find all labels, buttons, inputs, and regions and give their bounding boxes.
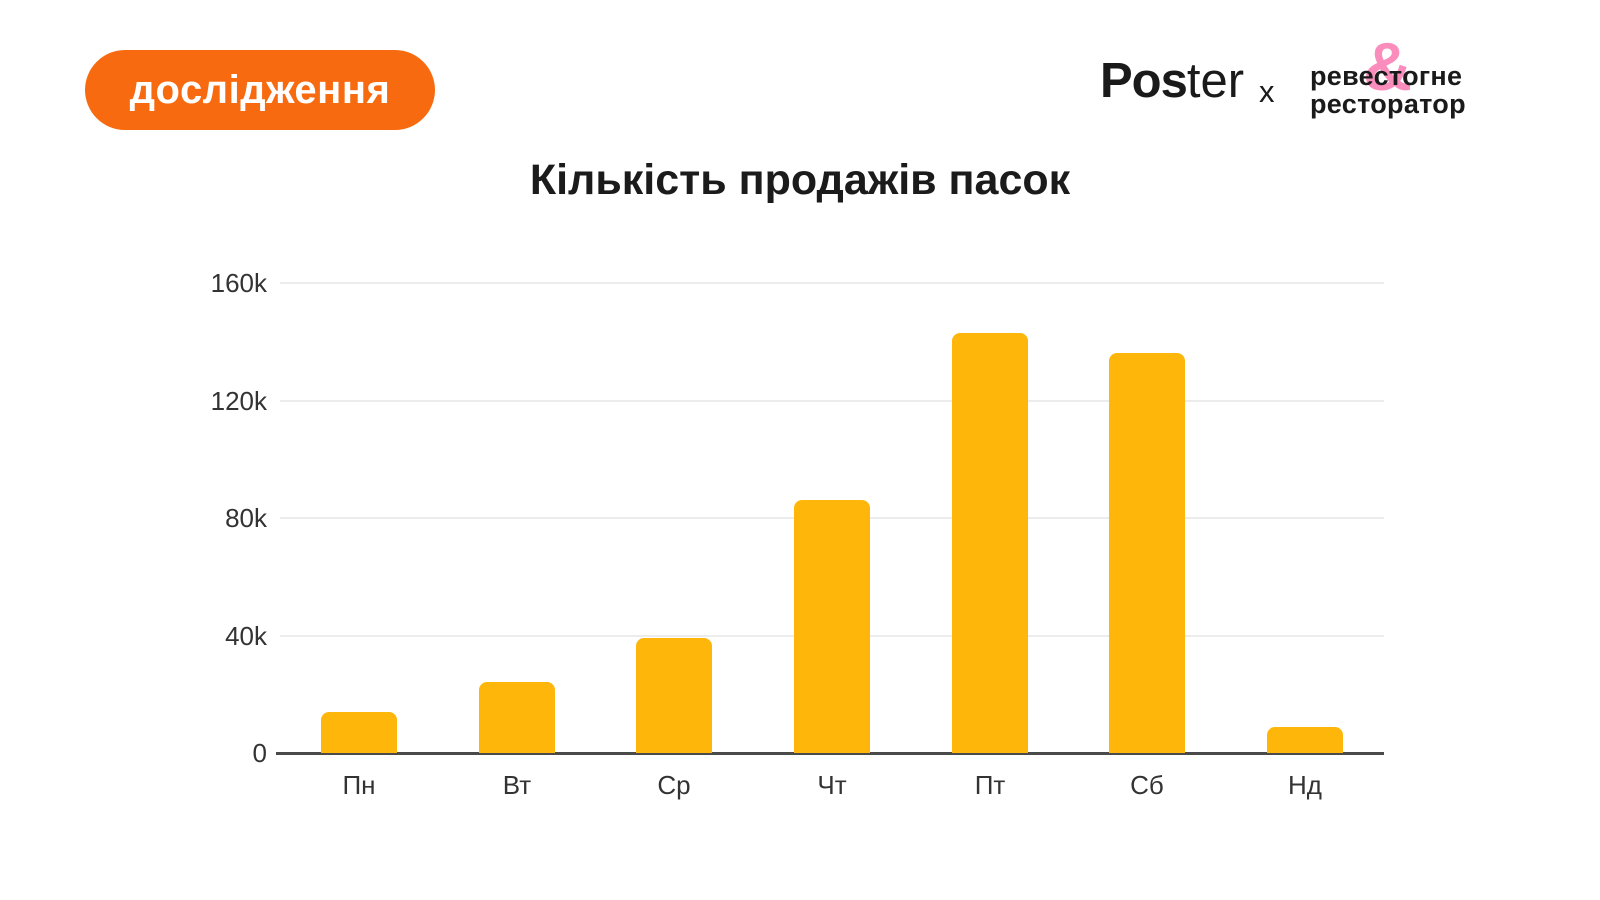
partner-logo: & ревестогне ресторатор (1310, 33, 1466, 118)
partner-name: ревестогне ресторатор (1310, 62, 1466, 118)
partner-name-line1: ревестогне (1310, 61, 1463, 91)
x-axis-label: Нд (1288, 770, 1322, 800)
y-axis-label: 0 (252, 738, 267, 768)
bar (794, 500, 870, 753)
collab-x-separator: x (1259, 74, 1275, 109)
y-axis-label: 40k (225, 620, 267, 651)
bar (1109, 353, 1185, 753)
bar (1267, 727, 1343, 753)
x-axis-label: Сб (1130, 770, 1164, 800)
x-axis-label: Пн (342, 770, 376, 800)
poster-logo: Poster (1100, 56, 1244, 106)
bar (952, 333, 1028, 753)
poster-logo-bold: Pos (1100, 54, 1188, 108)
x-axis-label: Ср (657, 770, 691, 800)
gridline (280, 282, 1384, 284)
y-axis-label: 120k (210, 385, 267, 416)
y-axis-label: 160k (210, 268, 267, 298)
x-axis-label: Чт (817, 770, 847, 800)
chart-title: Кількість продажів пасок (529, 156, 1071, 204)
x-axis-label: Пт (974, 770, 1006, 800)
x-axis-line (276, 752, 1384, 755)
y-axis-label: 80k (225, 503, 267, 533)
bar-chart (276, 282, 1384, 755)
bar (321, 712, 397, 753)
partner-name-line2: ресторатор (1310, 89, 1466, 119)
x-axis-label: Вт (502, 770, 532, 800)
ampersand-icon: & (1363, 29, 1413, 105)
gridline (280, 399, 1384, 402)
bar (636, 638, 712, 753)
poster-logo-light: ter (1186, 54, 1245, 108)
bar (479, 682, 555, 753)
research-badge: дослідження (85, 50, 435, 130)
badge-label: дослідження (129, 67, 391, 112)
